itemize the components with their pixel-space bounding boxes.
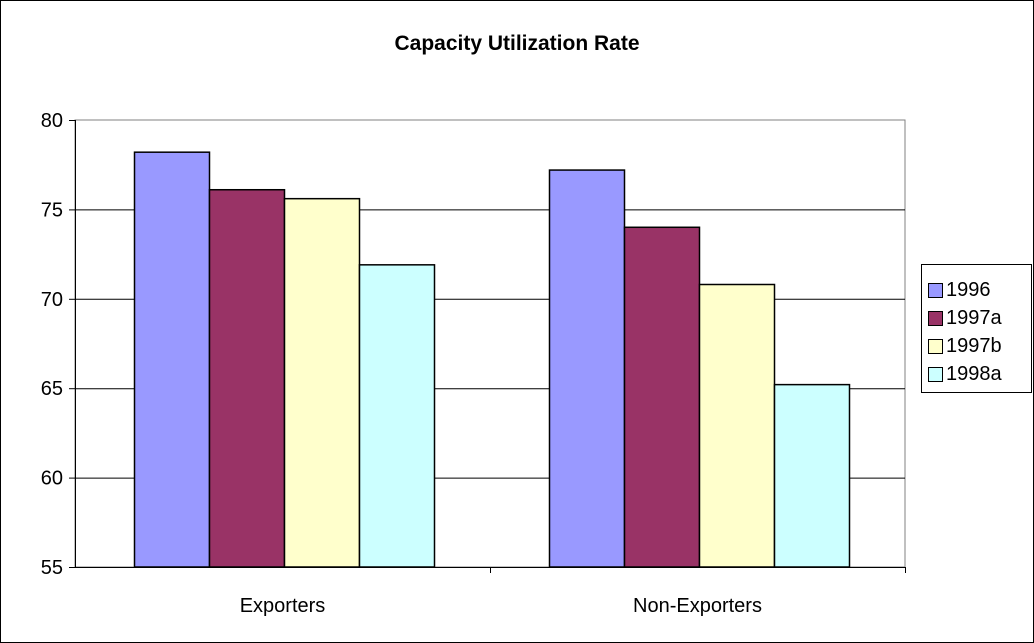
y-tick-label: 75 bbox=[41, 199, 63, 221]
x-tick-label: Exporters bbox=[240, 595, 326, 617]
legend-swatch bbox=[928, 366, 943, 382]
legend-item: 1996 bbox=[928, 276, 1031, 304]
bar-1998a-non-exporters bbox=[773, 383, 851, 568]
chart-title: Capacity Utilization Rate bbox=[394, 32, 640, 55]
legend-item: 1998a bbox=[928, 360, 1031, 388]
legend-item: 1997b bbox=[928, 332, 1031, 360]
legend-label: 1996 bbox=[946, 278, 991, 301]
legend-swatch bbox=[928, 282, 943, 298]
y-tick-label: 70 bbox=[41, 289, 63, 311]
legend-label: 1998a bbox=[946, 362, 1002, 385]
bar-1997a-exporters bbox=[208, 188, 286, 568]
x-tick-label: Non-Exporters bbox=[633, 595, 762, 617]
legend-label: 1997a bbox=[946, 306, 1002, 329]
y-tick-label: 65 bbox=[41, 378, 63, 400]
bar-1996-non-exporters bbox=[548, 169, 626, 568]
bar-1996-exporters bbox=[133, 151, 211, 568]
bar-1997a-non-exporters bbox=[623, 226, 701, 568]
legend-swatch bbox=[928, 338, 943, 354]
chart-legend: 1996 1997a 1997b 1998a bbox=[921, 264, 1032, 393]
bar-1997b-non-exporters bbox=[698, 283, 776, 568]
y-tick-label: 80 bbox=[41, 110, 63, 132]
legend-swatch bbox=[928, 310, 943, 326]
bar-1998a-exporters bbox=[358, 264, 436, 568]
legend-item: 1997a bbox=[928, 304, 1031, 332]
legend-label: 1997b bbox=[946, 334, 1002, 357]
bar-1997b-exporters bbox=[283, 197, 361, 568]
y-tick-label: 60 bbox=[41, 468, 63, 490]
y-tick-label: 55 bbox=[41, 557, 63, 579]
